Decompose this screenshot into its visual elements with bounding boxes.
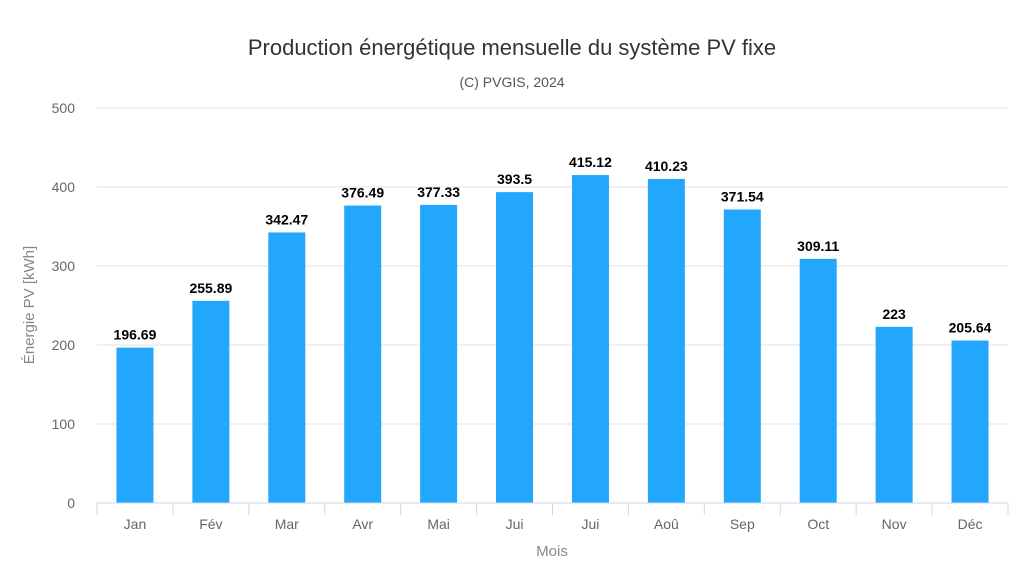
y-tick-label: 200 — [52, 337, 76, 353]
data-label: 393.5 — [497, 171, 532, 187]
data-label: 196.69 — [114, 327, 157, 343]
x-tick-label: Jan — [124, 516, 147, 532]
chart-title: Production énergétique mensuelle du syst… — [248, 35, 776, 60]
bar[interactable] — [951, 340, 989, 503]
y-tick-label: 300 — [52, 258, 76, 274]
data-label: 205.64 — [949, 320, 992, 336]
x-tick-label: Avr — [352, 516, 373, 532]
x-tick-label: Oct — [807, 516, 829, 532]
bar[interactable] — [496, 192, 534, 503]
x-tick-label: Nov — [882, 516, 907, 532]
bar[interactable] — [723, 209, 761, 503]
bar[interactable] — [344, 205, 382, 503]
x-axis-label: Mois — [536, 543, 568, 560]
data-label: 377.33 — [417, 184, 460, 200]
data-label: 371.54 — [721, 188, 764, 204]
bar[interactable] — [116, 347, 154, 503]
data-label: 376.49 — [341, 185, 384, 201]
bar[interactable] — [799, 258, 837, 503]
y-tick-label: 100 — [52, 416, 76, 432]
x-tick-label: Déc — [958, 516, 983, 532]
x-tick-label: Sep — [730, 516, 755, 532]
bar[interactable] — [647, 178, 685, 503]
x-tick-label: Aoû — [654, 516, 679, 532]
data-label: 342.47 — [265, 211, 308, 227]
x-tick-label: Mar — [275, 516, 299, 532]
y-tick-label: 400 — [52, 179, 76, 195]
bar[interactable] — [420, 204, 458, 503]
data-label: 415.12 — [569, 154, 612, 170]
chart-subtitle: (C) PVGIS, 2024 — [459, 74, 564, 90]
bar[interactable] — [268, 232, 306, 503]
x-tick-label: Fév — [199, 516, 222, 532]
y-tick-label: 0 — [67, 495, 75, 511]
data-label: 223 — [882, 306, 906, 322]
x-tick-label: Jui — [582, 516, 600, 532]
x-tick-label: Jui — [506, 516, 524, 532]
data-label: 410.23 — [645, 158, 688, 174]
bar[interactable] — [192, 300, 230, 503]
data-label: 309.11 — [797, 238, 839, 254]
data-label: 255.89 — [189, 280, 232, 296]
bar[interactable] — [571, 175, 609, 503]
bar[interactable] — [875, 326, 913, 503]
y-tick-label: 500 — [52, 100, 76, 116]
x-tick-label: Mai — [427, 516, 450, 532]
y-axis-label: Énergie PV [kWh] — [21, 246, 38, 364]
